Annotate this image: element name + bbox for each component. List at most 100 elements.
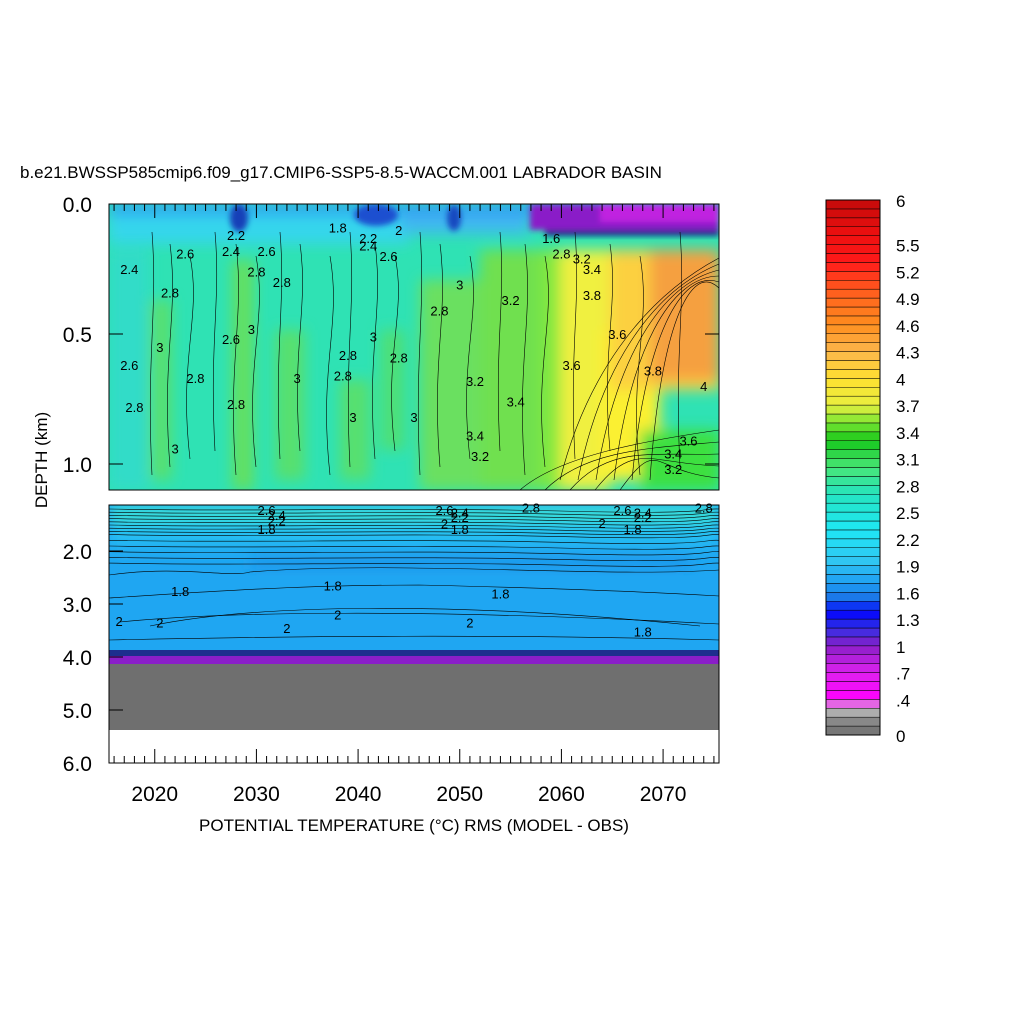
colorbar-swatch (825, 645, 881, 655)
colorbar-swatch (825, 226, 881, 236)
x-tick-label: 2070 (640, 783, 687, 806)
contour-label: 3.2 (664, 462, 682, 477)
contour-line (108, 521, 720, 526)
contour-label: 1.8 (451, 522, 469, 537)
y-tick-label: 4.0 (63, 647, 92, 670)
colorbar-swatch (825, 636, 881, 647)
colorbar-swatch (825, 467, 881, 477)
colorbar-swatch (825, 253, 881, 263)
contour-line (559, 257, 720, 481)
contour-label: 3.6 (679, 434, 697, 449)
contour-line (108, 557, 720, 561)
contour-label: 1.8 (258, 522, 276, 537)
contour-line (277, 231, 283, 460)
colorbar-swatch (825, 342, 881, 352)
contour-line (108, 635, 720, 641)
colorbar-label: 4 (896, 370, 905, 389)
contour-line (619, 459, 720, 491)
colorbar-label: 1.3 (896, 611, 920, 630)
colorbar-swatch (825, 708, 881, 718)
contour-label: 2.4 (268, 508, 286, 523)
contour-line (108, 508, 720, 513)
contour-line (108, 527, 720, 532)
contour-label: 2.2 (268, 513, 286, 528)
colorbar-swatch (825, 422, 881, 433)
colorbar-swatch (825, 431, 881, 442)
contour-line (186, 255, 194, 460)
contour-label: 3 (410, 410, 417, 425)
contour-label: 2 (441, 516, 448, 531)
colorbar-swatch (825, 681, 881, 691)
colorbar-swatch (825, 208, 881, 219)
colorbar-swatch (825, 413, 881, 424)
contour-line (577, 263, 720, 481)
colorbar-label: 5.5 (896, 237, 920, 256)
contour-line (544, 441, 720, 491)
colorbar-swatch (825, 511, 881, 522)
colorbar-label: 3.7 (896, 397, 920, 416)
contour-label: 2.8 (695, 501, 713, 516)
contour-line (326, 255, 334, 476)
colorbar-swatch (825, 476, 881, 486)
contour-label: 3 (293, 371, 300, 386)
contour-label: 2.2 (227, 228, 245, 243)
contour-label: 2 (395, 223, 402, 238)
colorbar-swatch (825, 494, 881, 504)
colorbar-label: 1.6 (896, 584, 920, 603)
colorbar-swatch (825, 699, 881, 709)
colorbar-label: 2.2 (896, 531, 920, 550)
colorbar-frame (825, 199, 881, 736)
x-axis-title: POTENTIAL TEMPERATURE (°C) RMS (MODEL - … (199, 816, 629, 835)
y-tick-label: 2.0 (63, 541, 92, 564)
contour-line (108, 567, 720, 576)
contour-line (569, 453, 720, 491)
y-axis-lower: 2.0 3.0 4.0 5.0 6.0 (63, 541, 123, 776)
contour-label: 2.8 (125, 400, 143, 415)
contour-labels: 2.42.62.82.82.632.832.22.4 2.62.82.632.82… (116, 220, 713, 639)
contour-label: 2.8 (339, 348, 357, 363)
y-tick-label: 0.5 (63, 324, 92, 347)
contour-line (167, 243, 173, 468)
contour-label: 3.4 (664, 447, 682, 462)
contour-label: 3 (456, 278, 463, 293)
x-tick-label: 2050 (436, 783, 483, 806)
x-axis: 2020 2030 2040 2050 2060 2070 (113, 204, 715, 806)
contour-label: 2.4 (120, 262, 138, 277)
colorbar-label: 1 (896, 638, 905, 657)
colorbar-label: 6 (896, 192, 905, 211)
colorbar-swatch (825, 618, 881, 629)
contour-line (108, 531, 720, 535)
colorbar-swatch (825, 280, 881, 290)
y-tick-label: 1.0 (63, 454, 92, 477)
contour-label: 2.6 (222, 332, 240, 347)
contour-label: 2.6 (120, 358, 138, 373)
y-tick-label: 3.0 (63, 594, 92, 617)
x-tick-label: 2040 (335, 783, 382, 806)
contour-label: 2.2 (359, 231, 377, 246)
contour-line (108, 534, 720, 539)
colorbar-label: 2.8 (896, 477, 920, 496)
contour-label: 1.8 (491, 586, 509, 601)
contour-label: 2.8 (161, 285, 179, 300)
contour-label: 3.8 (644, 363, 662, 378)
colorbar-swatch (825, 538, 881, 548)
colorbar: 0 .4 .7 1 1.3 1.6 1.9 2.2 2.5 2.8 3.1 3.4 3.7 4 4.3 4.6… (825, 192, 920, 746)
contour-line (391, 255, 399, 452)
colorbar-swatch (825, 271, 881, 281)
lower-panel-frame (108, 504, 720, 764)
contour-label: 3.2 (573, 252, 591, 267)
colorbar-swatch (825, 609, 881, 620)
contour-line (297, 243, 303, 452)
y-axis-upper: 0.0 0.5 1.0 (63, 194, 719, 477)
y-tick-label: 0.0 (63, 194, 92, 217)
colorbar-label: 4.9 (896, 290, 920, 309)
contour-label: 1.8 (329, 220, 347, 235)
contour-line (108, 515, 720, 519)
contour-label: 2.6 (435, 503, 453, 518)
contour-label: 2.6 (176, 246, 194, 261)
contour-label: 2.2 (634, 510, 652, 525)
contour-label: 2.8 (273, 275, 291, 290)
contour-label: 3.4 (507, 395, 525, 410)
colorbar-label: 3.1 (896, 451, 920, 470)
contour-line (437, 243, 443, 468)
